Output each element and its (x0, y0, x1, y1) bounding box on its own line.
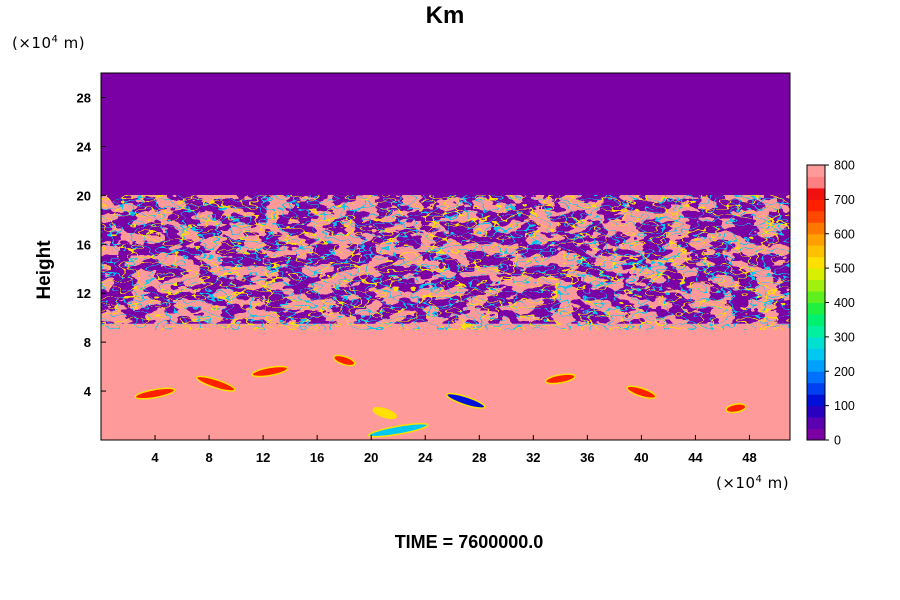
y-tick-label: 24 (77, 139, 92, 154)
contour-streak (725, 403, 747, 414)
plot-frame (100, 72, 791, 441)
colorbar-tick-label: 600 (834, 227, 855, 241)
colorbar-tick-label: 800 (834, 159, 855, 173)
contour-streak (332, 354, 356, 367)
x-tick-label: 24 (418, 450, 433, 465)
colorbar-swatch (807, 187, 825, 200)
colorbar-swatch (807, 245, 825, 258)
y-axis-units: (×104 m) (12, 34, 86, 52)
colorbar-swatch (807, 268, 825, 281)
colorbar-swatch (807, 382, 825, 395)
x-tick-label: 36 (580, 450, 594, 465)
colorbar-tick-label: 200 (834, 365, 855, 379)
colorbar-swatch (807, 210, 825, 223)
colorbar-tick-label: 400 (834, 296, 855, 310)
region-upper-layer (101, 73, 790, 202)
y-tick-label: 4 (84, 384, 92, 399)
contour-streak (372, 407, 397, 420)
colorbar-swatch (807, 256, 825, 269)
colorbar-swatch (807, 371, 825, 384)
x-tick-label: 4 (151, 450, 159, 465)
x-tick-label: 40 (634, 450, 648, 465)
contour-streak (134, 387, 176, 400)
colorbar-swatch (807, 428, 825, 441)
colorbar-swatch (807, 199, 825, 212)
colorbar-tick-label: 500 (834, 262, 855, 276)
colorbar-swatch (807, 279, 825, 292)
turbulence-edges-yellow (101, 195, 790, 330)
time-label: TIME = 7600000.0 (394, 532, 544, 552)
chart-title: Km (425, 2, 465, 29)
x-tick-label: 16 (310, 450, 324, 465)
contour-streak (445, 392, 486, 409)
x-tick-label: 48 (742, 450, 756, 465)
colorbar-swatch (807, 348, 825, 361)
contour-streak (544, 373, 576, 385)
colorbar-swatch (807, 222, 825, 235)
colorbar-swatch (807, 165, 825, 177)
colorbar-swatch (807, 313, 825, 326)
colorbar-swatch (807, 325, 825, 338)
contour-streak (196, 375, 236, 392)
x-tick-label: 8 (205, 450, 212, 465)
x-tick-label: 20 (364, 450, 378, 465)
colorbar-swatch (807, 336, 825, 349)
colorbar-swatch (807, 359, 825, 372)
contour-streak (626, 385, 657, 400)
x-tick-label: 32 (526, 450, 540, 465)
contour-streak (367, 422, 429, 438)
y-tick-label: 12 (77, 286, 91, 301)
x-tick-label: 28 (472, 450, 486, 465)
colorbar-swatch (807, 405, 825, 418)
colorbar-tick-label: 300 (834, 330, 855, 344)
colorbar-swatch (807, 176, 825, 189)
colorbar-swatch (807, 233, 825, 246)
y-tick-label: 28 (77, 90, 91, 105)
x-tick-label: 12 (256, 450, 270, 465)
colorbar-tick-label: 100 (834, 399, 855, 413)
x-tick-label: 44 (688, 450, 703, 465)
colorbar-swatch (807, 417, 825, 430)
y-tick-label: 16 (77, 237, 91, 252)
y-tick-label: 20 (77, 188, 91, 203)
colorbar-swatch (807, 302, 825, 315)
colorbar-swatch (807, 291, 825, 303)
colorbar-tick-label: 0 (834, 434, 841, 448)
y-tick-label: 8 (84, 335, 91, 350)
contour-streak (251, 365, 289, 378)
colorbar-tick-label: 700 (834, 193, 855, 207)
colorbar-swatch (807, 394, 825, 407)
x-axis-units: (×104 m) (716, 474, 790, 492)
